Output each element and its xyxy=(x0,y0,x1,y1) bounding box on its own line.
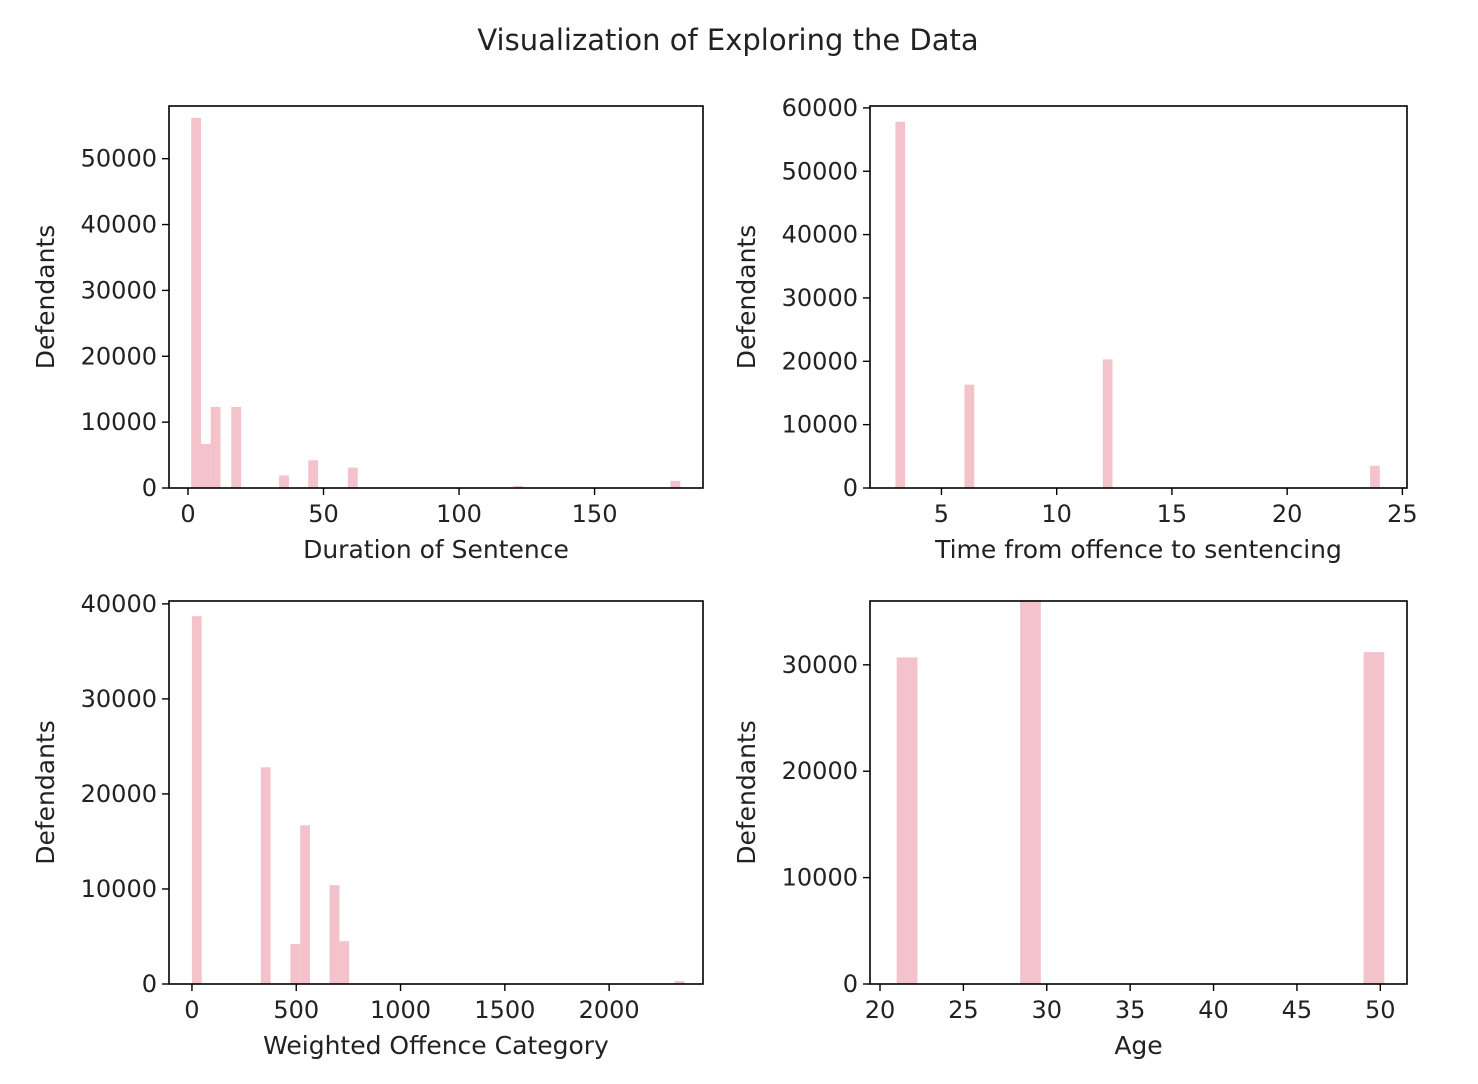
x-tick-label: 0 xyxy=(180,500,195,528)
x-axis-label: Time from offence to sentencing xyxy=(934,535,1342,564)
histogram-bar xyxy=(329,885,340,984)
y-tick-label: 10000 xyxy=(782,864,858,892)
x-tick-label: 100 xyxy=(436,500,482,528)
y-tick-label: 30000 xyxy=(782,651,858,679)
chart-panel-2: 5 10 15 20 25 0 10000 20000 30000 40000 50000 60000… xyxy=(732,94,1418,564)
histogram-bar xyxy=(300,825,310,984)
y-axis-label: Defendants xyxy=(732,225,761,370)
x-tick-label: 20 xyxy=(865,996,896,1024)
histogram-bar xyxy=(290,944,301,984)
histogram-bar xyxy=(347,467,358,488)
y-tick-label: 10000 xyxy=(782,411,858,439)
axes-frame xyxy=(869,105,1408,489)
x-tick-label: 150 xyxy=(572,500,618,528)
histogram-bar xyxy=(191,117,201,489)
y-tick-label: 0 xyxy=(142,474,157,502)
histogram-bar xyxy=(279,475,289,488)
x-tick-label: 5 xyxy=(934,500,949,528)
histogram-bar xyxy=(191,616,202,984)
x-tick-label: 1500 xyxy=(474,996,535,1024)
y-tick-label: 10000 xyxy=(81,408,157,436)
x-tick-label: 25 xyxy=(1387,500,1418,528)
x-tick-label: 35 xyxy=(1115,996,1146,1024)
chart-panel-1: 0 50 100 150 0 10000 20000 30000 40000 50000 Durat… xyxy=(31,105,704,564)
y-tick-label: 20000 xyxy=(782,757,858,785)
y-tick-label: 50000 xyxy=(81,145,157,173)
histogram-bar xyxy=(895,121,906,489)
axes-frame xyxy=(168,600,704,985)
histogram-bar xyxy=(201,443,211,488)
histogram-bar xyxy=(1102,359,1113,488)
y-tick-label: 30000 xyxy=(782,284,858,312)
y-tick-label: 20000 xyxy=(782,347,858,375)
y-tick-label: 10000 xyxy=(81,875,157,903)
figure-title: Visualization of Exploring the Data xyxy=(477,23,978,57)
y-tick-label: 40000 xyxy=(81,590,157,618)
x-tick-label: 50 xyxy=(1365,996,1396,1024)
y-tick-label: 40000 xyxy=(782,221,858,249)
histogram-bar xyxy=(1020,599,1041,984)
y-tick-label: 0 xyxy=(843,474,858,502)
y-tick-label: 20000 xyxy=(81,780,157,808)
x-tick-label: 30 xyxy=(1032,996,1063,1024)
chart-panel-4: 20 25 30 35 40 45 50 0 10000 20000 30000 Age Defenda… xyxy=(732,599,1408,1060)
y-tick-label: 20000 xyxy=(81,342,157,370)
y-axis-label: Defendants xyxy=(31,225,60,370)
x-tick-label: 25 xyxy=(948,996,979,1024)
histogram-bar xyxy=(674,981,685,984)
histogram-bar xyxy=(308,460,319,488)
histogram-bar xyxy=(210,407,221,488)
y-tick-label: 50000 xyxy=(782,157,858,185)
x-axis-label: Age xyxy=(1114,1031,1162,1060)
x-tick-label: 0 xyxy=(184,996,199,1024)
histogram-bar xyxy=(513,486,524,488)
histogram-bar xyxy=(896,657,918,984)
x-axis-label: Weighted Offence Category xyxy=(263,1031,609,1060)
x-tick-label: 10 xyxy=(1041,500,1072,528)
y-axis-label: Defendants xyxy=(31,720,60,865)
axes-frame xyxy=(168,105,704,489)
y-tick-label: 40000 xyxy=(81,211,157,239)
y-tick-label: 30000 xyxy=(81,276,157,304)
y-tick-label: 30000 xyxy=(81,685,157,713)
y-tick-label: 60000 xyxy=(782,94,858,122)
x-tick-label: 2000 xyxy=(579,996,640,1024)
y-tick-label: 0 xyxy=(142,970,157,998)
y-axis-label: Defendants xyxy=(732,720,761,865)
histogram-bar xyxy=(670,480,681,488)
x-tick-label: 15 xyxy=(1157,500,1188,528)
axes-frame xyxy=(869,600,1408,985)
histogram-bar xyxy=(1363,652,1385,984)
x-tick-label: 1000 xyxy=(370,996,431,1024)
x-tick-label: 50 xyxy=(308,500,339,528)
histogram-bar xyxy=(964,384,975,488)
chart-panel-3: 0 500 1000 1500 2000010000200003000040000Wei… xyxy=(31,590,704,1060)
histogram-bar xyxy=(260,767,271,984)
x-tick-label: 500 xyxy=(273,996,319,1024)
histogram-bar xyxy=(231,407,242,488)
x-tick-label: 20 xyxy=(1272,500,1303,528)
histogram-bar xyxy=(339,941,350,984)
x-tick-label: 40 xyxy=(1198,996,1229,1024)
x-axis-label: Duration of Sentence xyxy=(303,535,569,564)
histogram-bar xyxy=(1370,465,1380,488)
y-tick-label: 0 xyxy=(843,970,858,998)
x-tick-label: 45 xyxy=(1282,996,1313,1024)
